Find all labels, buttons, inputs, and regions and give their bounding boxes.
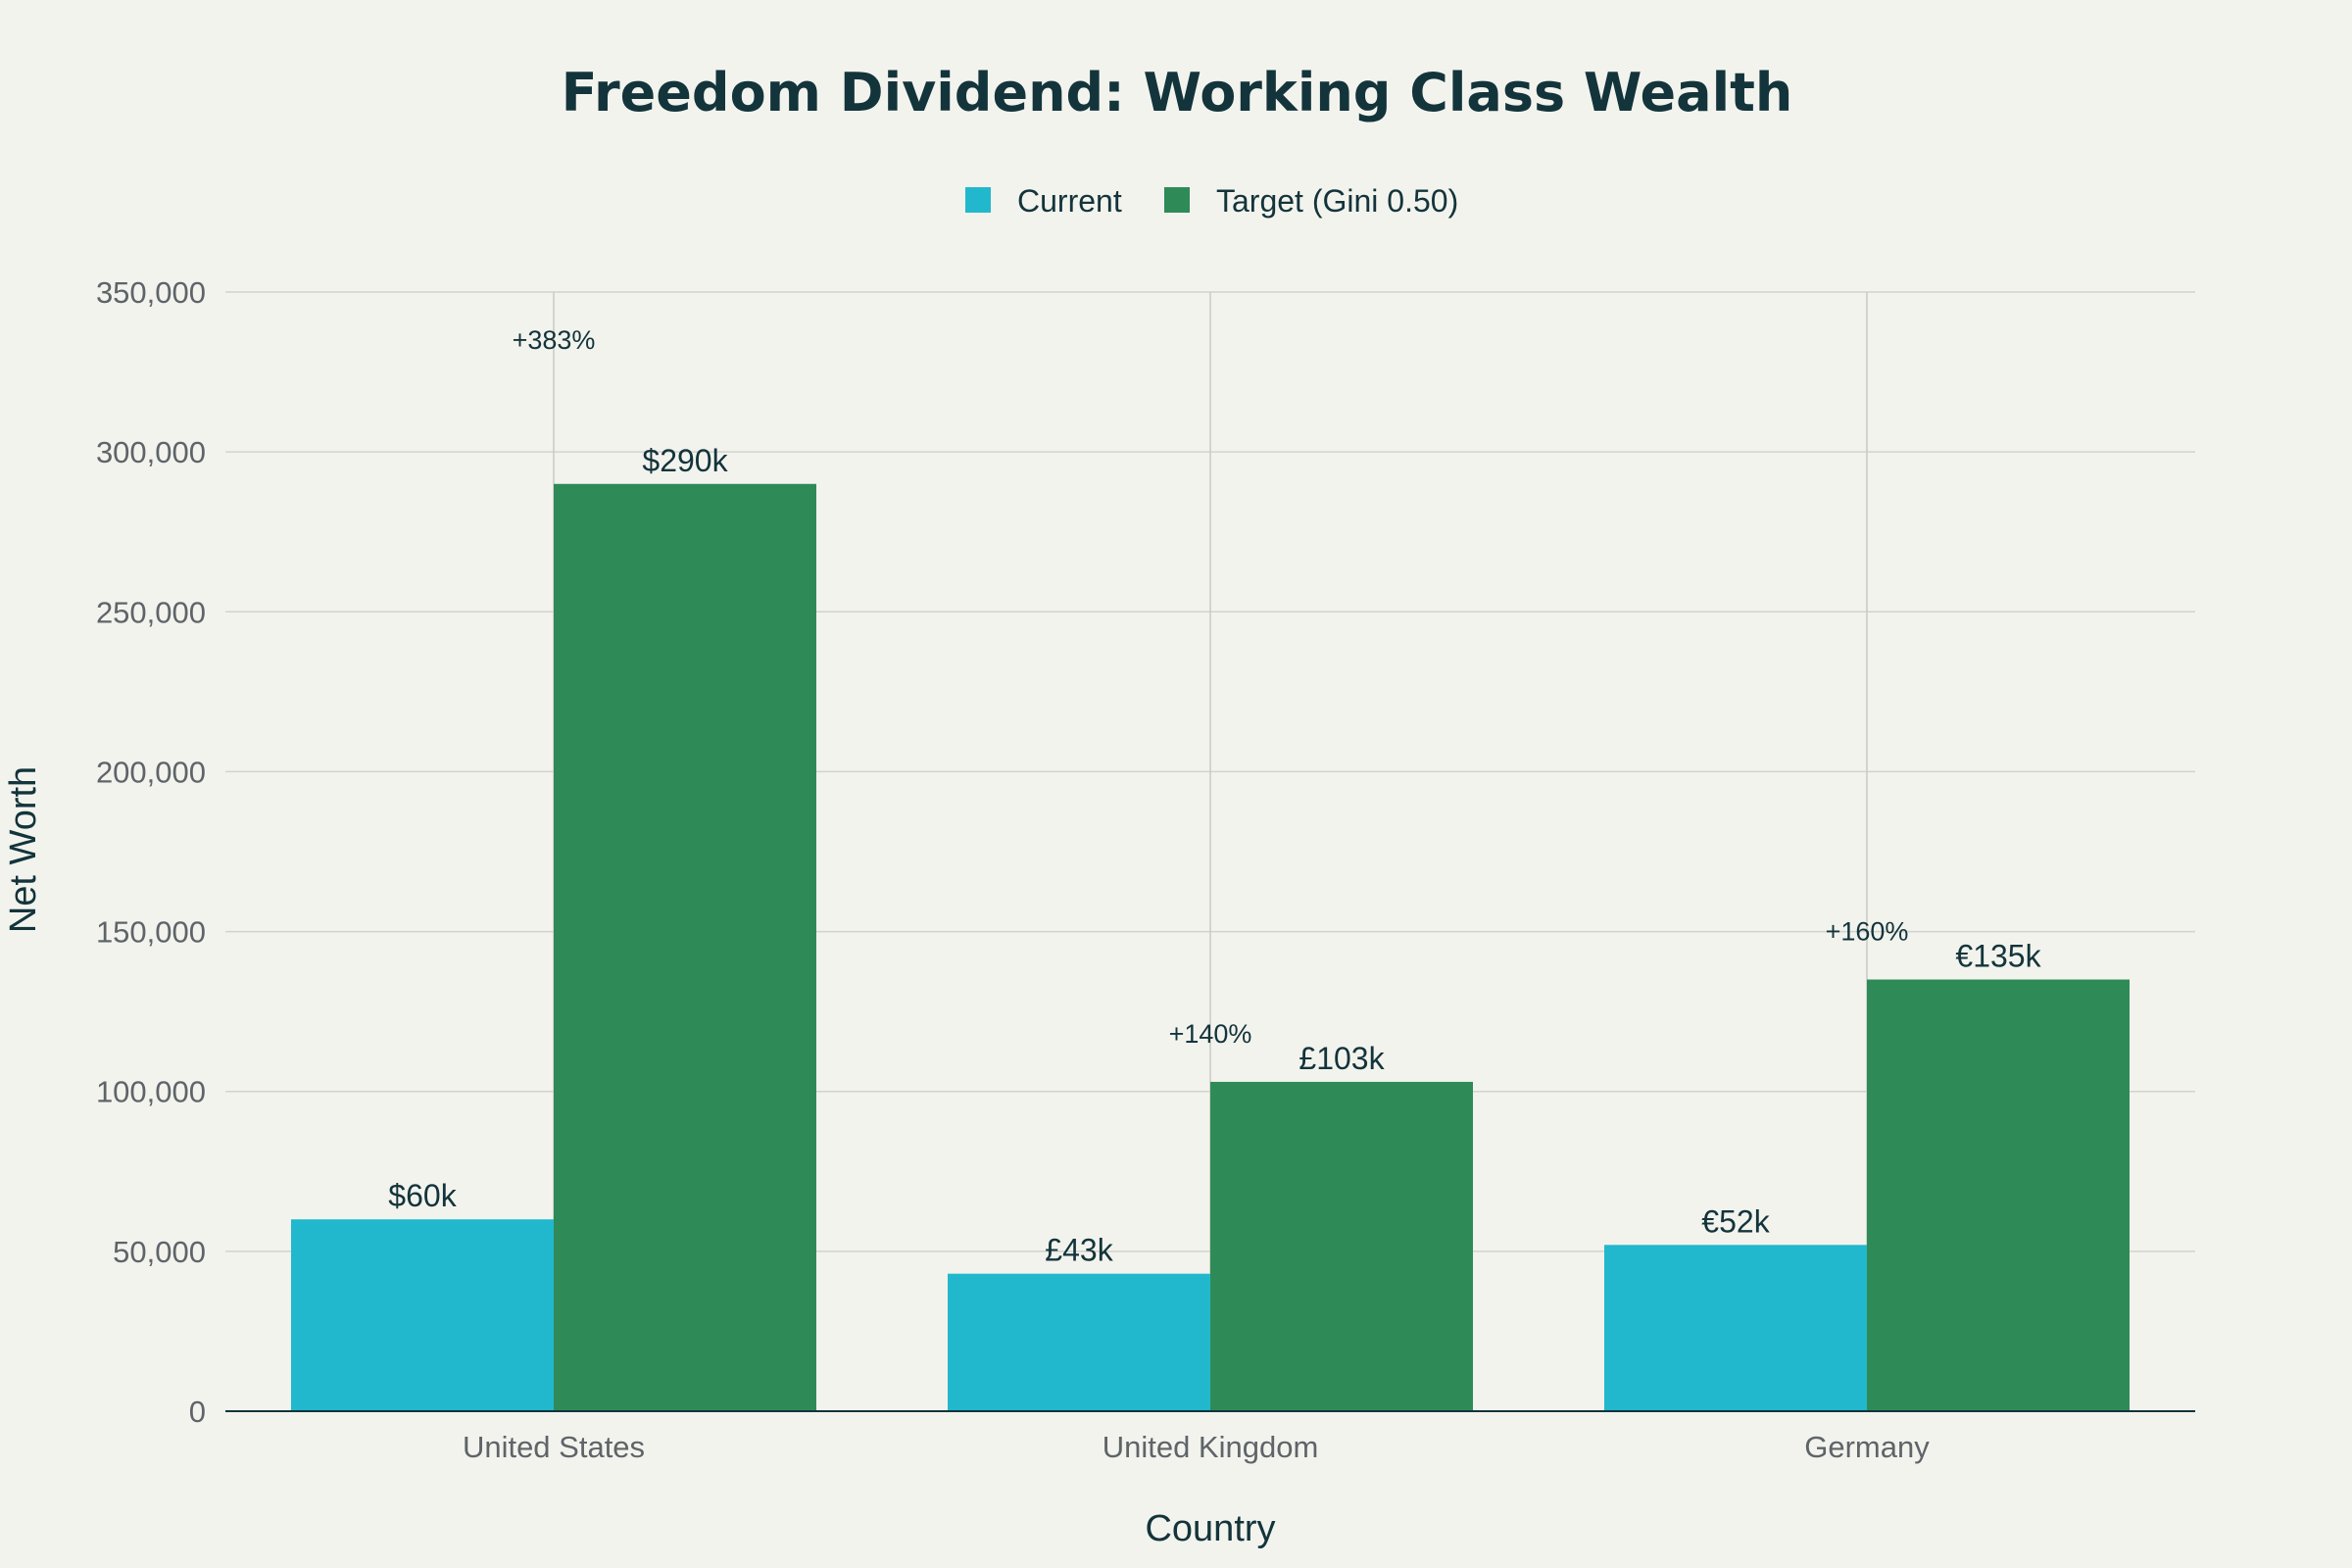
bar-value-label: £43k (1045, 1233, 1113, 1268)
y-tick-label: 200,000 (96, 755, 206, 789)
percent-change-annotation: +383% (513, 325, 596, 355)
y-tick-label: 100,000 (96, 1075, 206, 1109)
bar-value-label: €135k (1955, 939, 2041, 974)
bar-value-label: $290k (642, 443, 728, 478)
annotations: +383% +140% +160% (513, 325, 1909, 1049)
data-labels: $60k £43k €52k $290k £103k €135k (388, 443, 2041, 1268)
axes: 0 50,000 100,000 150,000 200,000 250,000 300,0… (96, 275, 2195, 1464)
bar-target[interactable] (554, 483, 816, 1411)
bar-value-label: £103k (1298, 1041, 1385, 1076)
bar-target[interactable] (1867, 979, 2130, 1411)
legend-swatch-target[interactable] (1164, 187, 1190, 213)
bar-value-label: $60k (388, 1178, 457, 1213)
bar-current[interactable] (291, 1219, 554, 1411)
y-tick-label: 350,000 (96, 275, 206, 310)
legend-label-current[interactable]: Current (1017, 183, 1122, 219)
y-tick-label: 0 (189, 1395, 206, 1429)
percent-change-annotation: +160% (1826, 917, 1909, 947)
bar-current[interactable] (1604, 1245, 1867, 1411)
x-axis-title: Country (1145, 1508, 1275, 1549)
x-tick-label: Germany (1804, 1430, 1930, 1464)
legend-swatch-current[interactable] (965, 187, 991, 213)
bars (291, 483, 2130, 1411)
legend[interactable]: Current Target (Gini 0.50) (965, 183, 1458, 219)
y-axis-title: Net Worth (3, 766, 44, 933)
bar-current[interactable] (948, 1273, 1210, 1411)
bar-target[interactable] (1210, 1081, 1473, 1411)
x-tick-label: United States (463, 1430, 645, 1464)
chart-title: Freedom Dividend: Working Class Wealth (562, 62, 1793, 123)
percent-change-annotation: +140% (1169, 1019, 1252, 1049)
y-tick-label: 50,000 (113, 1235, 206, 1269)
legend-label-target[interactable]: Target (Gini 0.50) (1216, 183, 1458, 219)
x-tick-label: United Kingdom (1102, 1430, 1319, 1464)
y-tick-label: 150,000 (96, 915, 206, 950)
y-tick-label: 250,000 (96, 595, 206, 629)
y-tick-label: 300,000 (96, 435, 206, 469)
bar-value-label: €52k (1701, 1203, 1770, 1239)
